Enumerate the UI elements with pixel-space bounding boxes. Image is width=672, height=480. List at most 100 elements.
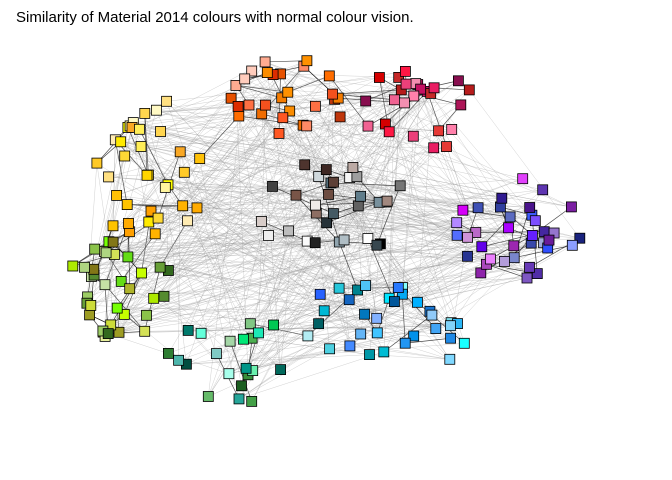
graph-edge	[127, 201, 387, 258]
graph-edge	[200, 182, 332, 334]
colour-node	[290, 189, 302, 201]
graph-edge	[250, 230, 289, 324]
graph-edge	[86, 92, 288, 304]
graph-edge	[230, 98, 388, 202]
colour-node	[323, 188, 334, 200]
colour-node	[393, 72, 405, 83]
graph-edge	[128, 78, 245, 224]
colour-node	[155, 126, 167, 137]
colour-node	[327, 208, 339, 220]
graph-edge	[280, 73, 395, 302]
colour-node	[428, 142, 440, 154]
graph-edge	[244, 78, 317, 214]
graph-edge	[91, 221, 262, 277]
colour-node	[277, 112, 289, 124]
graph-edge	[93, 238, 368, 270]
colour-node	[321, 217, 333, 229]
colour-node	[426, 309, 438, 321]
colour-node	[103, 171, 114, 183]
colour-node	[67, 260, 79, 272]
colour-node	[263, 230, 274, 241]
colour-node	[276, 92, 288, 104]
colour-node	[158, 290, 170, 302]
graph-edge	[184, 172, 381, 245]
graph-edge	[244, 78, 501, 208]
colour-node	[88, 263, 100, 275]
graph-edge	[113, 241, 548, 249]
graph-edge	[188, 194, 329, 331]
graph-edge	[115, 139, 514, 247]
colour-node	[141, 309, 152, 321]
colour-node	[259, 56, 271, 68]
colour-node	[230, 80, 242, 91]
colour-node	[517, 173, 529, 185]
colour-node	[233, 110, 245, 122]
colour-node	[299, 159, 311, 171]
colour-node	[398, 97, 410, 109]
graph-edge	[272, 186, 334, 214]
colour-node	[475, 267, 487, 279]
graph-edge	[379, 77, 451, 326]
colour-node	[111, 302, 123, 314]
graph-edge	[113, 241, 406, 344]
graph-edge	[251, 70, 476, 233]
colour-node	[139, 325, 151, 337]
graph-edge	[462, 209, 511, 218]
graph-edge	[282, 102, 405, 118]
colour-node	[118, 308, 130, 320]
colour-node	[253, 327, 264, 339]
graph-edge	[326, 222, 481, 274]
colour-node	[133, 123, 145, 135]
graph-edge	[156, 71, 406, 111]
graph-edge	[404, 222, 457, 344]
graph-edge	[146, 167, 354, 316]
graph-edge	[376, 83, 416, 246]
graph-edge	[316, 212, 361, 335]
graph-edge	[94, 210, 463, 250]
colour-node	[508, 252, 520, 264]
graph-edge	[264, 61, 327, 223]
graph-edge	[267, 72, 289, 231]
colour-node	[115, 275, 127, 287]
colour-node	[236, 380, 247, 392]
graph-edge	[258, 98, 339, 333]
colour-node	[524, 202, 536, 213]
graph-edge	[315, 195, 361, 206]
graph-edge	[188, 318, 377, 331]
graph-edge	[120, 141, 331, 184]
graph-edge	[228, 237, 468, 374]
graph-edge	[114, 254, 515, 258]
graph-edge	[252, 302, 418, 339]
colour-node	[320, 164, 332, 176]
graph-edge	[304, 164, 530, 208]
colour-node	[566, 239, 578, 251]
graph-edge	[201, 299, 350, 334]
colour-node	[371, 327, 383, 339]
graph-edge	[243, 277, 528, 340]
graph-edge	[258, 177, 350, 334]
colour-node	[244, 318, 256, 330]
colour-node	[161, 95, 173, 107]
colour-node	[123, 217, 134, 229]
colour-node	[268, 319, 280, 331]
colour-node	[463, 84, 475, 96]
colour-node	[191, 202, 203, 214]
graph-edge	[358, 205, 377, 319]
graph-edge	[104, 88, 421, 252]
graph-edge	[115, 139, 580, 239]
colour-node	[521, 272, 533, 284]
graph-edge	[120, 66, 304, 282]
graph-edge	[446, 146, 476, 233]
colour-node	[267, 180, 278, 192]
colour-node	[182, 324, 194, 336]
colour-node	[139, 108, 151, 119]
colour-node	[115, 136, 127, 148]
graph-edge	[326, 201, 380, 224]
colour-node	[430, 323, 442, 335]
graph-edge	[339, 87, 435, 243]
colour-node	[323, 70, 335, 82]
colour-node	[371, 239, 383, 251]
colour-node	[283, 225, 295, 237]
colour-node	[261, 67, 273, 78]
